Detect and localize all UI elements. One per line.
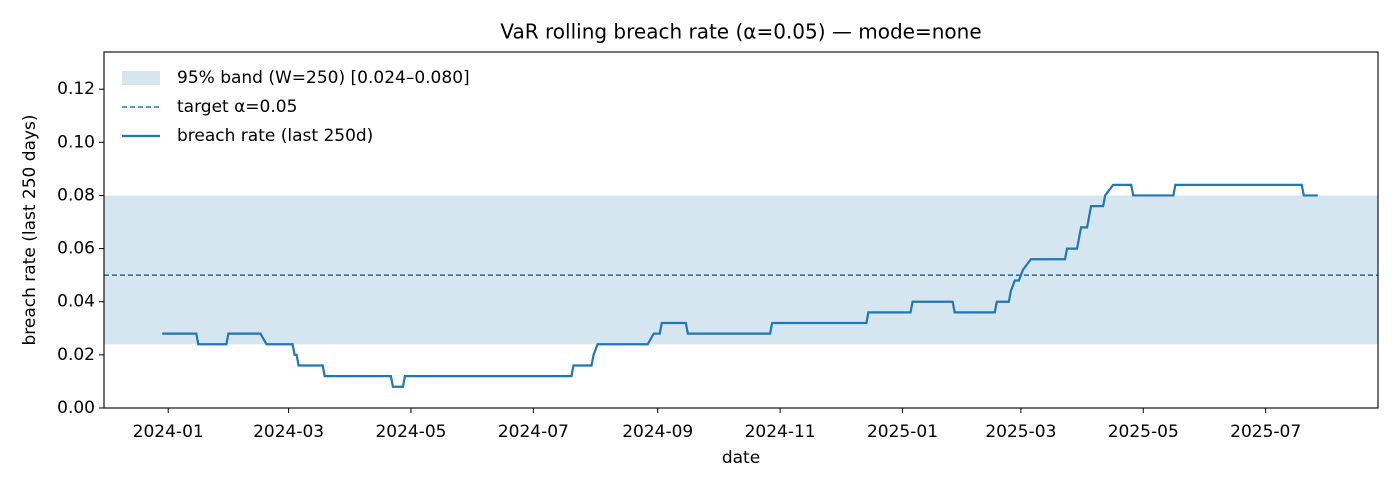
legend-label: 95% band (W=250) [0.024–0.080] [177,68,470,88]
x-tick-label: 2024-09 [622,422,693,442]
x-axis-label: date [722,448,760,468]
y-tick-label: 0.00 [57,398,95,418]
x-tick-label: 2024-07 [498,422,569,442]
x-tick-label: 2024-05 [375,422,446,442]
y-tick-label: 0.06 [57,239,95,259]
legend-label: target α=0.05 [177,97,297,117]
x-tick-label: 2025-07 [1230,422,1301,442]
x-tick-label: 2024-03 [253,422,324,442]
x-tick-label: 2025-01 [867,422,938,442]
x-tick-label: 2025-03 [985,422,1056,442]
y-tick-label: 0.08 [57,185,95,205]
x-tick-label: 2025-05 [1108,422,1179,442]
y-axis-label: breach rate (last 250 days) [20,114,40,345]
y-tick-label: 0.12 [57,79,95,99]
plot-frame [103,51,1379,409]
confidence-band [104,195,1378,345]
data-line [162,183,1318,388]
y-tick-label: 0.02 [57,345,95,365]
chart-title: VaR rolling breach rate (α=0.05) — mode=… [500,20,981,44]
x-tick-label: 2024-11 [745,422,816,442]
legend-swatch [122,71,160,85]
x-tick-label: 2024-01 [133,422,204,442]
y-tick-label: 0.10 [57,132,95,152]
legend-label: breach rate (last 250d) [177,126,373,146]
y-tick-label: 0.04 [57,292,95,312]
